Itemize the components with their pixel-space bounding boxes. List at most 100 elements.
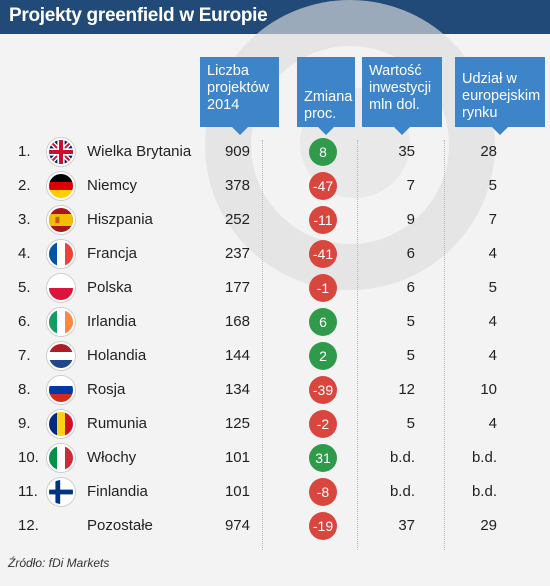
- country-label: Wielka Brytania: [87, 143, 192, 160]
- investment-value: 5: [406, 347, 415, 364]
- russia-flag-icon: [47, 376, 75, 404]
- ireland-flag-icon: [47, 308, 75, 336]
- country-label: Finlandia: [87, 483, 148, 500]
- country-label: Holandia: [87, 347, 147, 364]
- country-label: Rosja: [87, 381, 126, 398]
- rank-label: 2.: [18, 177, 31, 194]
- projects-value: 252: [224, 211, 250, 228]
- header-share-label: Udział w europejskim rynku: [462, 71, 541, 121]
- poland-flag-icon: [47, 274, 75, 302]
- share-value: 4: [488, 245, 497, 262]
- table-row: 1. Wielka Brytania 909 8 35 28: [0, 135, 550, 169]
- change-badge: -11: [309, 206, 337, 234]
- column-divider: [444, 140, 445, 550]
- change-badge: 6: [309, 308, 337, 336]
- projects-value: 177: [224, 279, 250, 296]
- rank-label: 3.: [18, 211, 31, 228]
- page-title: Projekty greenfield w Europie: [9, 5, 268, 26]
- table-row: 11. Finlandia 101 -8 b.d. b.d.: [0, 475, 550, 509]
- change-badge: -8: [309, 478, 337, 506]
- share-value: 4: [488, 313, 497, 330]
- projects-value: 237: [224, 245, 250, 262]
- italy-flag-icon: [47, 444, 75, 472]
- table-row: 3. Hiszpania 252 -11 9 7: [0, 203, 550, 237]
- header-projects-label: Liczba projektów 2014: [207, 63, 270, 113]
- country-label: Francja: [87, 245, 138, 262]
- header-share: Udział w europejskim rynku: [455, 57, 545, 135]
- change-badge: -1: [309, 274, 337, 302]
- share-value: 4: [488, 347, 497, 364]
- change-badge: 31: [309, 444, 337, 472]
- rank-label: 11.: [18, 483, 38, 500]
- share-value: b.d.: [471, 449, 497, 466]
- rank-label: 7.: [18, 347, 31, 364]
- projects-value: 101: [224, 483, 250, 500]
- share-value: 29: [480, 517, 497, 534]
- rank-label: 6.: [18, 313, 31, 330]
- projects-value: 974: [224, 517, 250, 534]
- header-projects: Liczba projektów 2014: [200, 57, 279, 135]
- table-row: 9. Rumunia 125 -2 5 4: [0, 407, 550, 441]
- country-label: Pozostałe: [87, 517, 153, 534]
- table-row: 2. Niemcy 378 -47 7 5: [0, 169, 550, 203]
- rank-label: 10.: [18, 449, 39, 466]
- germany-flag-icon: [47, 172, 75, 200]
- share-value: 10: [480, 381, 497, 398]
- spain-flag-icon: [47, 206, 75, 234]
- change-badge: 2: [309, 342, 337, 370]
- country-label: Włochy: [87, 449, 137, 466]
- table-row: 5. Polska 177 -1 6 5: [0, 271, 550, 305]
- header-investment-label: Wartość inwestycji mln dol.: [369, 63, 432, 113]
- column-divider: [357, 140, 358, 550]
- projects-value: 909: [224, 143, 250, 160]
- share-value: 4: [488, 415, 497, 432]
- investment-value: b.d.: [389, 449, 415, 466]
- share-value: 28: [480, 143, 497, 160]
- header-change-label: Zmiana proc.: [304, 89, 353, 122]
- country-label: Polska: [87, 279, 133, 296]
- table-row: 6. Irlandia 168 6 5 4: [0, 305, 550, 339]
- rank-label: 9.: [18, 415, 31, 432]
- header-investment: Wartość inwestycji mln dol.: [362, 57, 442, 135]
- finland-flag-icon: [47, 478, 75, 506]
- table-row: 7. Holandia 144 2 5 4: [0, 339, 550, 373]
- investment-value: b.d.: [389, 483, 415, 500]
- header-change: Zmiana proc.: [297, 57, 355, 135]
- projects-value: 378: [224, 177, 250, 194]
- projects-value: 101: [224, 449, 250, 466]
- investment-value: 6: [406, 245, 415, 262]
- projects-value: 168: [224, 313, 250, 330]
- uk-flag-icon: [47, 138, 75, 166]
- change-badge: -39: [309, 376, 337, 404]
- projects-value: 144: [224, 347, 250, 364]
- rank-label: 12.: [18, 517, 39, 534]
- country-label: Niemcy: [87, 177, 138, 194]
- share-value: 7: [488, 211, 497, 228]
- investment-value: 5: [406, 415, 415, 432]
- investment-value: 6: [406, 279, 415, 296]
- rank-label: 8.: [18, 381, 31, 398]
- change-badge: -2: [309, 410, 337, 438]
- investment-value: 37: [398, 517, 415, 534]
- projects-value: 125: [224, 415, 250, 432]
- column-divider: [262, 140, 263, 550]
- change-badge: -19: [309, 512, 337, 540]
- investment-value: 35: [398, 143, 415, 160]
- rank-label: 4.: [18, 245, 31, 262]
- romania-flag-icon: [47, 410, 75, 438]
- change-badge: 8: [309, 138, 337, 166]
- investment-value: 5: [406, 313, 415, 330]
- projects-value: 134: [224, 381, 250, 398]
- table-row: 4. Francja 237 -41 6 4: [0, 237, 550, 271]
- country-label: Rumunia: [87, 415, 148, 432]
- country-label: Hiszpania: [87, 211, 153, 228]
- rank-label: 1.: [18, 143, 31, 160]
- share-value: 5: [488, 177, 497, 194]
- share-value: 5: [488, 279, 497, 296]
- source-note: Źródło: fDi Markets: [8, 556, 110, 570]
- investment-value: 9: [406, 211, 415, 228]
- change-badge: -41: [309, 240, 337, 268]
- investment-value: 7: [406, 177, 415, 194]
- change-badge: -47: [309, 172, 337, 200]
- investment-value: 12: [398, 381, 415, 398]
